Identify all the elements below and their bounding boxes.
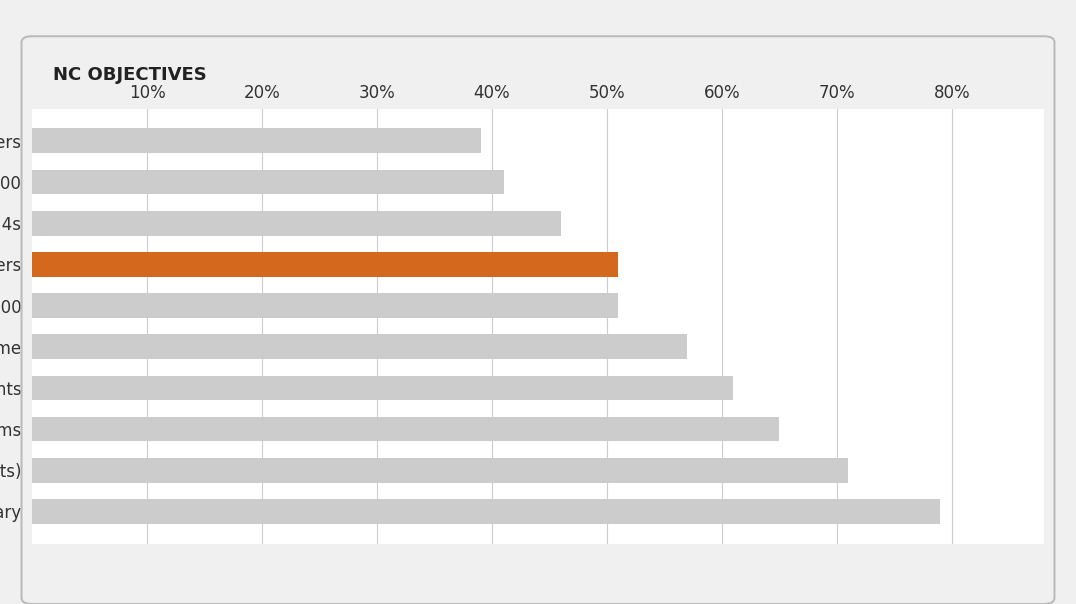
Bar <box>32 335 688 359</box>
Bar <box>32 211 561 236</box>
Text: NC OBJECTIVES: NC OBJECTIVES <box>53 66 207 85</box>
Bar <box>32 293 619 318</box>
Bar <box>32 129 481 153</box>
Bar <box>32 170 504 194</box>
Bar <box>32 417 779 442</box>
Bar <box>32 252 619 277</box>
Bar <box>32 458 848 483</box>
Bar <box>32 376 734 400</box>
Bar <box>32 499 940 524</box>
